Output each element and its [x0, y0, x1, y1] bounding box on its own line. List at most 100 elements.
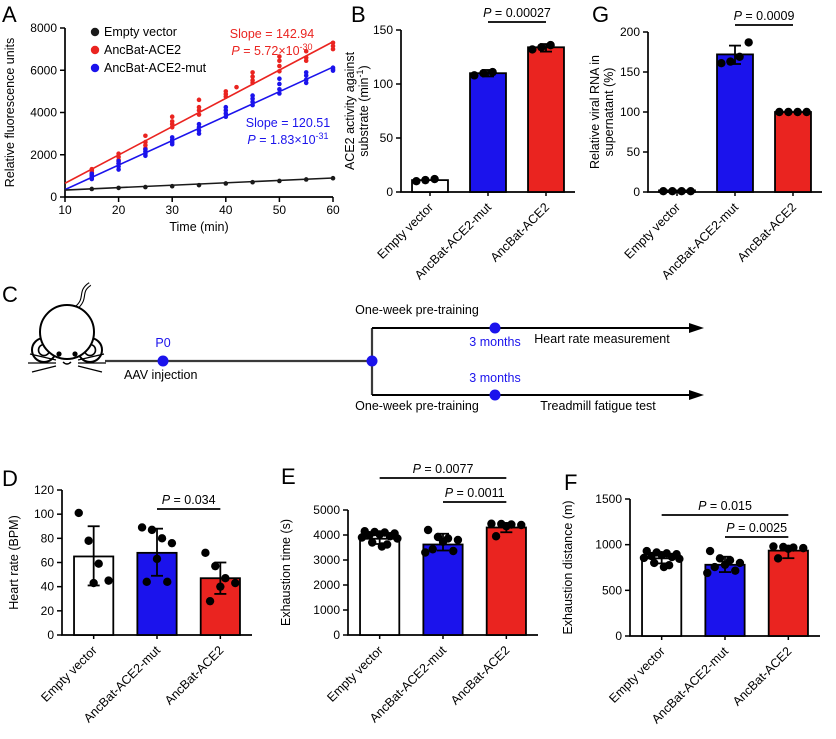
data-point [231, 578, 240, 588]
bar [716, 53, 754, 193]
data-point [303, 58, 309, 64]
data-point [470, 71, 479, 80]
data-point [639, 553, 649, 563]
data-point [377, 542, 387, 551]
data-point [735, 558, 745, 568]
data-point [250, 179, 255, 185]
data-point [152, 554, 162, 564]
legend-swatch [90, 27, 100, 37]
timeline-treadmill-label: Treadmill fatigue test [540, 399, 656, 413]
data-point [537, 43, 546, 52]
data-point [668, 187, 677, 196]
bar-points [421, 525, 463, 557]
data-point [677, 187, 686, 196]
data-point [250, 93, 255, 98]
y-tick-label: 0 [386, 185, 393, 199]
data-point [705, 546, 715, 556]
panel-d: D 0 20 40 60 80 100 120 Heart rate (BPM) Empty v… [0, 458, 272, 739]
panel-c: C [0, 282, 836, 460]
data-point [710, 562, 719, 572]
x-category-label: Empty vector [606, 644, 667, 705]
data-point [365, 531, 374, 540]
data-point [784, 107, 793, 117]
legend-item-label: AncBat-ACE2-mut [104, 61, 207, 75]
data-point [773, 554, 783, 563]
y-axis-title: Relative fluorescence units [3, 38, 17, 187]
data-point [143, 133, 148, 139]
p-value-label: P = 0.034 [162, 493, 216, 507]
data-point [196, 131, 202, 136]
data-point [277, 58, 282, 64]
data-point [142, 577, 151, 587]
data-point [428, 545, 437, 554]
data-point [221, 574, 230, 583]
bar-points [357, 527, 402, 551]
x-category-label: AncBat-ACE2 [448, 643, 512, 707]
data-point [223, 181, 229, 186]
data-point [169, 119, 175, 124]
bar [641, 557, 683, 637]
timeline-bottom-3months-label: 3 months [469, 371, 521, 385]
data-point [89, 166, 95, 172]
data-point [657, 550, 666, 560]
data-point [223, 114, 229, 120]
arrowhead-icon [689, 390, 704, 400]
data-point [330, 43, 336, 49]
panel-a: A 0 2000 4000 6000 8000 Relative fluorescence… [0, 0, 345, 255]
x-tick-label: 50 [273, 203, 287, 217]
chart-f-exhaustion-distance-bar: 0 500 1000 1500 Exhaustion distance (m) Empty… [561, 492, 820, 726]
y-tick-label: 100 [620, 105, 640, 119]
data-point [775, 107, 784, 117]
y-tick-label: 4000 [313, 528, 340, 542]
slope-annotation: P = 1.83×10-31 [247, 131, 328, 147]
bar-points [487, 519, 526, 541]
data-point [650, 558, 659, 568]
y-tick-label: 8000 [30, 21, 57, 35]
x-tick-label: 60 [326, 203, 340, 217]
slope-annotation: Slope = 142.94 [230, 27, 314, 41]
y-tick-label: 1500 [595, 492, 622, 506]
data-point [769, 542, 778, 551]
bar [774, 111, 812, 193]
data-point [659, 187, 668, 196]
data-point [277, 178, 282, 184]
data-point [250, 102, 255, 108]
panel-e-letter: E [281, 464, 296, 489]
data-point [277, 76, 282, 81]
data-point [223, 104, 229, 110]
data-point [303, 73, 309, 78]
data-point [330, 65, 336, 71]
y-tick-label: 1000 [313, 603, 340, 617]
y-tick-label: 200 [620, 25, 640, 39]
y-tick-label: 0 [47, 628, 54, 642]
y-tick-label: 2000 [313, 578, 340, 592]
data-point [223, 111, 229, 116]
data-point [357, 533, 367, 542]
y-tick-label: 0 [633, 185, 640, 199]
legend-item-label: Empty vector [104, 25, 177, 39]
y-tick-label: 5000 [313, 503, 340, 517]
data-point [250, 74, 255, 79]
bar-points [137, 523, 177, 587]
data-point [528, 45, 537, 54]
timeline-bottom-pretraining-label: One-week pre-training [355, 399, 479, 413]
y-tick-label: 2000 [30, 148, 57, 162]
data-point [502, 522, 511, 531]
x-category-label: AncBat-ACE2 [730, 644, 794, 708]
data-point [196, 108, 202, 113]
data-point [675, 554, 684, 564]
y-tick-label: 0 [333, 628, 340, 642]
y-tick-label: 100 [34, 507, 54, 521]
data-point [169, 124, 175, 130]
bar-points [717, 38, 753, 68]
p-value-label: P = 0.0011 [445, 486, 505, 500]
timeline-dot-branch [366, 355, 378, 367]
bar-points [201, 548, 240, 606]
timeline-top-pretraining-label: One-week pre-training [355, 303, 479, 317]
data-point [94, 559, 103, 568]
p-value-label: P = 0.0009 [734, 9, 795, 23]
x-category-label: Empty vector [324, 643, 385, 704]
timeline-aav-injection-label: AAV injection [124, 368, 198, 382]
arrowhead-icon [689, 323, 704, 333]
